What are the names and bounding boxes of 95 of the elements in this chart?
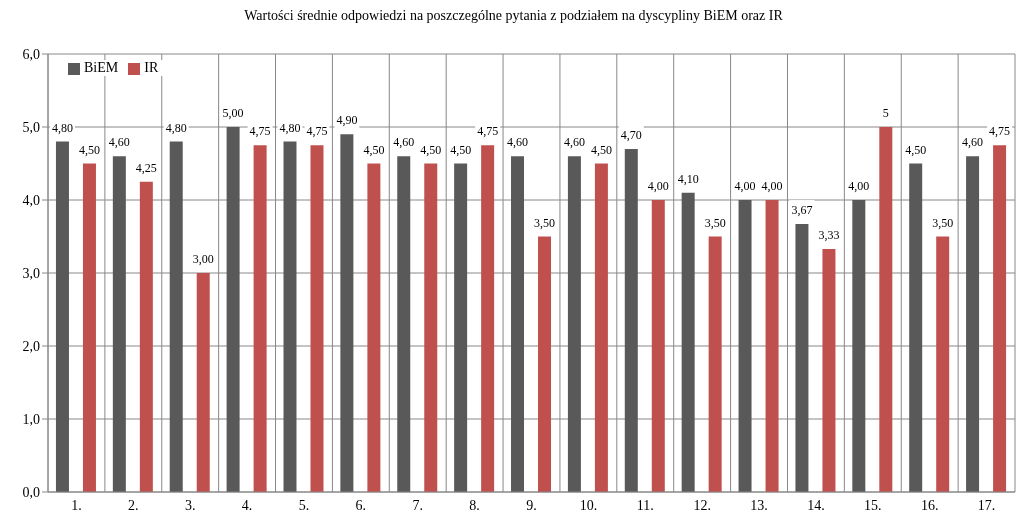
bar [624,148,638,492]
data-label: 3,50 [704,215,726,230]
bar [966,156,980,492]
data-label: 4,50 [590,142,612,157]
y-tick-label: 5,0 [22,119,40,135]
bar [82,163,96,492]
data-label: 3,50 [932,215,954,230]
bar [538,236,552,492]
y-tick-label: 6,0 [22,46,40,62]
x-tick-label: 6. [355,497,367,513]
bar [310,145,324,492]
data-label: 4,00 [761,179,783,193]
y-tick-label: 2,0 [22,338,40,354]
bar [708,236,722,492]
data-label: 4,50 [363,142,385,157]
x-tick-label: 7. [412,497,423,513]
y-tick-label: 3,0 [22,265,40,281]
bar [765,200,779,492]
data-label: 4,60 [393,135,415,150]
data-label: 3,33 [818,227,840,242]
bar [511,156,525,492]
data-label: 4,90 [336,113,358,128]
data-label: 4,60 [563,135,585,150]
data-label: 4,00 [647,179,669,193]
x-tick-label: 15. [864,497,882,513]
x-tick-label: 8. [469,497,480,513]
data-label: 4,10 [677,171,699,186]
x-tick-label: 4. [241,497,253,513]
y-tick-label: 1,0 [22,411,40,427]
data-label: 3,67 [791,203,813,218]
bar [738,200,752,492]
data-label: 4,50 [78,142,100,157]
x-tick-label: 12. [693,497,711,513]
bar [993,145,1007,492]
x-tick-label: 16. [920,497,939,513]
data-label: 4,75 [477,124,499,139]
x-tick-label: 14. [807,497,825,513]
bar [196,273,210,492]
x-tick-label: 2. [128,497,139,513]
bar [822,248,836,492]
bar [283,141,297,492]
data-label: 4,60 [507,135,529,150]
x-tick-label: 11. [636,497,654,513]
bar [226,127,240,492]
data-label: 4,60 [108,135,130,150]
data-label: 4,50 [450,142,472,157]
y-tick-label: 4,0 [22,192,40,208]
data-label: 4,75 [306,124,328,139]
x-tick-label: 5. [298,497,310,513]
bar [112,156,126,492]
data-label: 5,00 [222,106,244,120]
data-label: 4,80 [279,120,301,135]
bar [567,156,581,492]
bar [454,163,468,492]
data-label: 4,50 [420,142,442,157]
data-label: 4,25 [135,160,157,175]
bar [397,156,411,492]
bar [139,181,153,492]
data-label: 4,80 [51,120,73,135]
chart-title: Wartości średnie odpowiedzi na poszczególne pytania z podziałem na dyscypliny BiEM oraz IR [243,8,784,25]
bar [367,163,381,492]
data-label: 4,75 [249,124,271,139]
x-tick-label: 17. [977,497,996,513]
x-tick-label: 13. [750,497,768,513]
bar [594,163,608,492]
data-label: 5 [882,106,889,120]
data-label: 3,50 [534,215,556,230]
data-label: 4,75 [989,124,1011,139]
x-tick-label: 9. [526,497,537,513]
data-label: 3,00 [192,252,214,266]
bar [795,224,809,492]
x-tick-label: 1. [71,497,82,513]
data-label: 4,70 [620,127,642,142]
data-label: 4,80 [165,120,187,135]
x-tick-label: 3. [184,497,196,513]
data-label: 4,00 [734,179,756,193]
x-tick-label: 10. [579,497,598,513]
bar [169,141,183,492]
bar [936,236,950,492]
bar [424,163,438,492]
bar [253,145,267,492]
bar [909,163,923,492]
bar [55,141,69,492]
legend-label: BiEM [84,60,119,75]
data-label: 4,60 [962,135,984,150]
bar [340,134,354,492]
bar [852,200,866,492]
bar [879,127,893,492]
y-tick-label: 0,0 [22,484,40,500]
bar [681,192,695,492]
data-label: 4,50 [905,142,927,157]
legend-label: IR [144,60,159,75]
data-label: 4,00 [848,179,870,193]
bar [481,145,495,492]
bar [651,200,665,492]
